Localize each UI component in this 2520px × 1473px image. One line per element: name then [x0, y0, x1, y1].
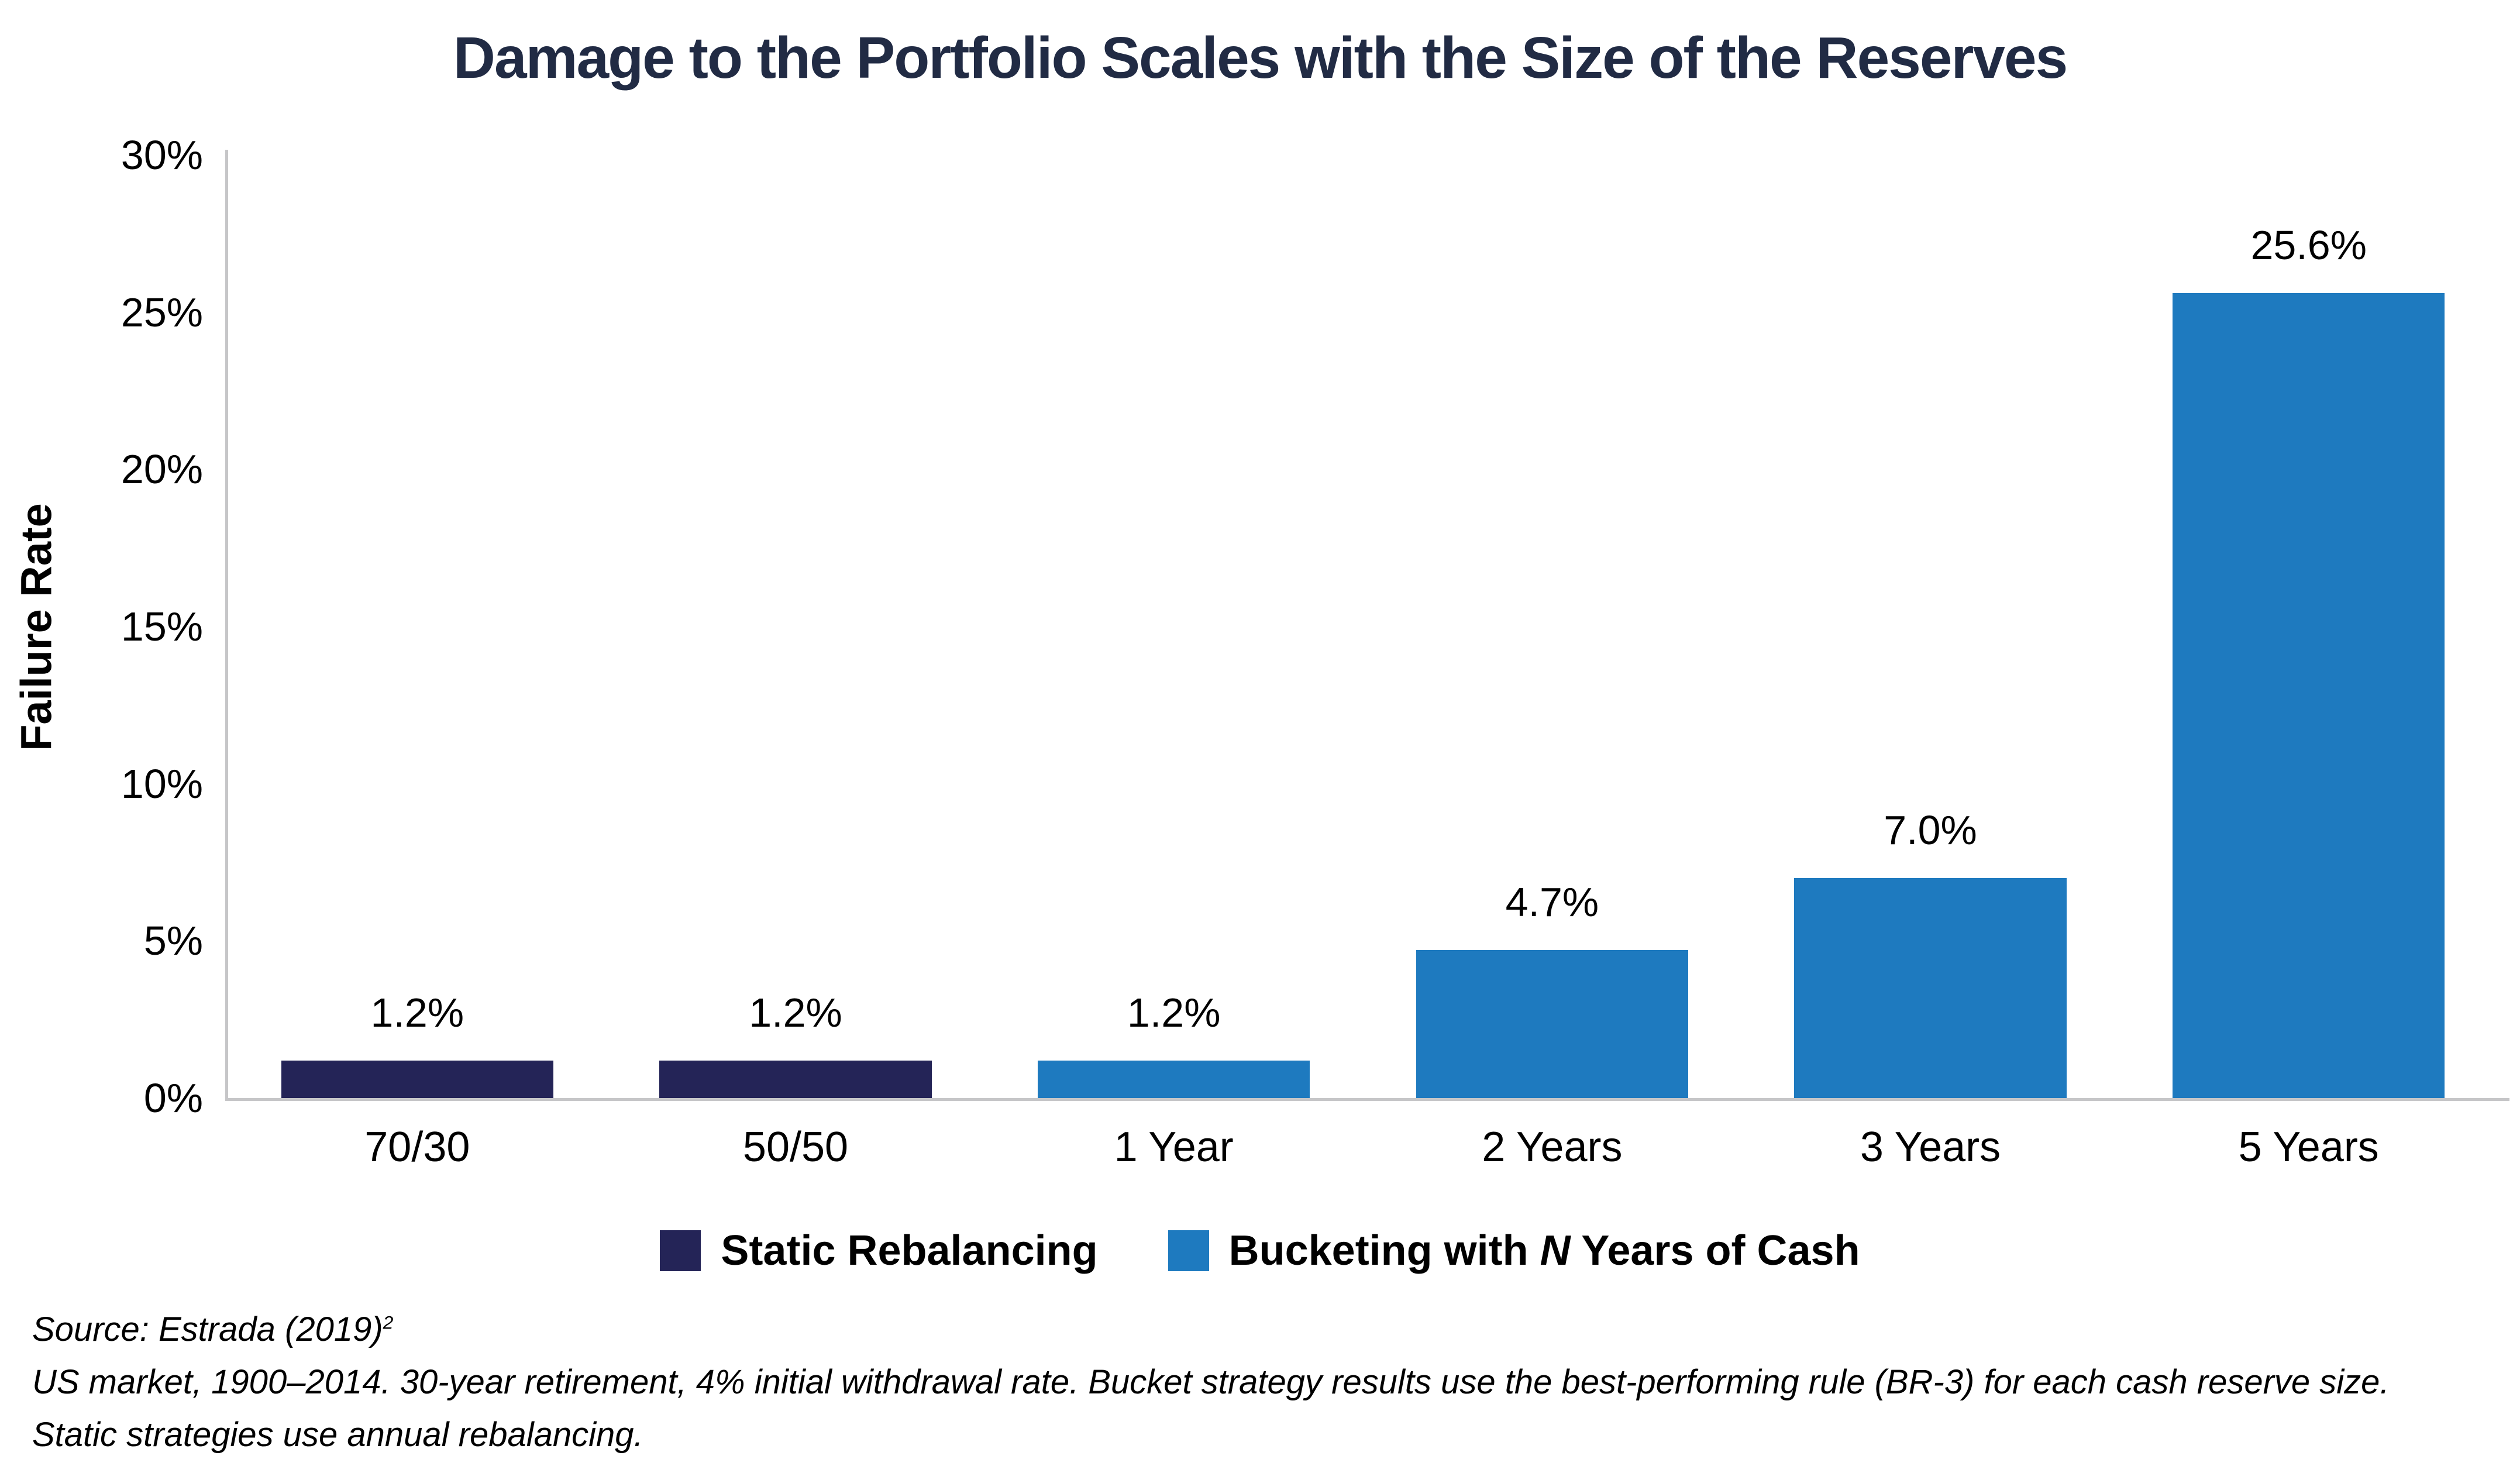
legend-item-bucketing: Bucketing with N Years of Cash [1168, 1227, 1860, 1275]
bar-value-label: 1.2% [370, 989, 464, 1035]
bar-column: 25.6% [2119, 155, 2498, 1098]
bar-value-label: 4.7% [1505, 879, 1599, 925]
footnote-source: Source: Estrada (2019)2 [32, 1310, 394, 1348]
y-tick-label: 15% [121, 604, 203, 649]
x-axis-line [225, 1098, 2509, 1101]
bar-value-label: 1.2% [1127, 989, 1221, 1035]
bar [1416, 950, 1689, 1098]
bar-column: 1.2% [228, 155, 607, 1098]
bar-column: 7.0% [1741, 155, 2120, 1098]
y-axis-ticks: 0% 5% 10% 15% 20% 25% 30% [0, 0, 203, 1473]
y-tick-label: 5% [143, 918, 203, 964]
x-category-label: 5 Years [2238, 1124, 2379, 1171]
bar [1794, 877, 2067, 1098]
footnote-static-note: Static strategies use annual rebalancing… [32, 1416, 643, 1454]
bar-value-label: 25.6% [2250, 222, 2367, 269]
footnote-methodology: US market, 1900–2014. 30-year retirement… [32, 1363, 2390, 1401]
legend-label: Bucketing with N Years of Cash [1228, 1227, 1860, 1274]
y-tick-label: 25% [121, 289, 203, 335]
legend-swatch-navy-icon [660, 1230, 701, 1271]
legend: Static Rebalancing Bucketing with N Year… [0, 1216, 2520, 1286]
plot-area: 1.2% 1.2% 1.2% 4.7% 7.0% 25.6% [228, 155, 2498, 1098]
bar-column: 1.2% [984, 155, 1363, 1098]
x-category-label: 70/30 [364, 1124, 470, 1171]
bar [659, 1060, 932, 1098]
legend-label: Static Rebalancing [721, 1227, 1098, 1274]
bar [281, 1060, 554, 1098]
x-category-label: 2 Years [1482, 1124, 1623, 1171]
legend-swatch-blue-icon [1168, 1230, 1209, 1271]
x-category-label: 50/50 [742, 1124, 849, 1171]
bar-value-label: 7.0% [1884, 807, 1977, 853]
y-tick-label: 30% [121, 132, 203, 178]
y-tick-label: 0% [143, 1075, 203, 1121]
bar-column: 1.2% [607, 155, 985, 1098]
x-axis-category-labels: 70/30 50/50 1 Year 2 Years 3 Years 5 Years [228, 1123, 2498, 1193]
y-tick-label: 10% [121, 760, 203, 807]
y-axis-line [225, 150, 228, 1100]
bar [2172, 293, 2445, 1098]
x-category-label: 1 Year [1114, 1124, 1234, 1171]
footnote-superscript: 2 [383, 1312, 394, 1333]
bar-value-label: 1.2% [749, 989, 842, 1035]
x-category-label: 3 Years [1860, 1124, 2001, 1171]
chart-title: Damage to the Portfolio Scales with the … [453, 25, 2068, 91]
y-tick-label: 20% [121, 446, 203, 493]
footnotes: Source: Estrada (2019)2 US market, 1900–… [32, 1303, 2502, 1461]
bar [1037, 1060, 1310, 1098]
legend-item-static-rebalancing: Static Rebalancing [660, 1227, 1098, 1275]
bar-column: 4.7% [1363, 155, 1741, 1098]
